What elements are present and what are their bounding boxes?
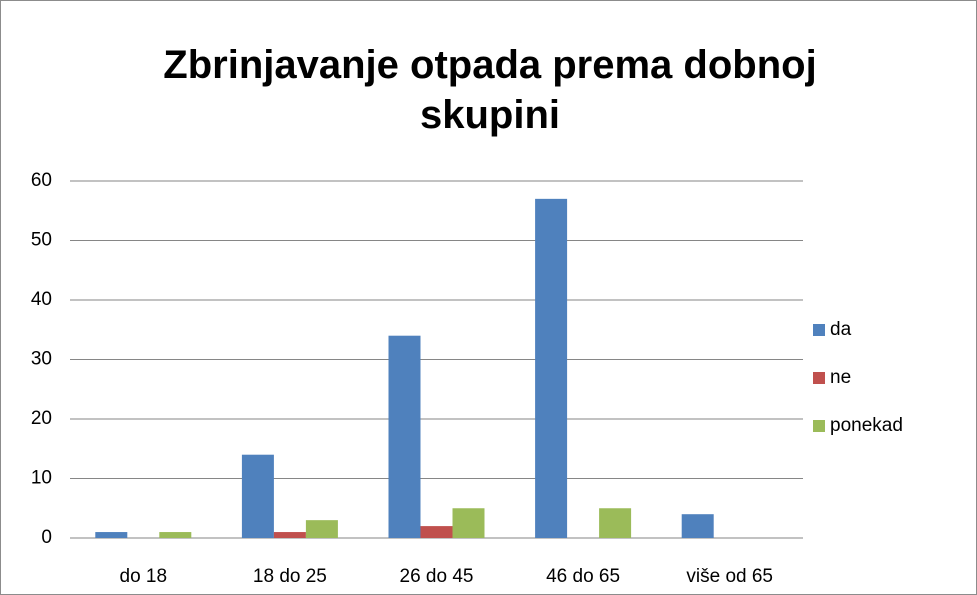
- legend-swatch: [813, 372, 825, 384]
- y-tick-label: 0: [41, 527, 52, 548]
- y-tick-label: 20: [31, 408, 52, 429]
- y-tick-label: 40: [31, 289, 52, 310]
- x-tick-label: 26 do 45: [400, 566, 474, 587]
- y-tick-label: 50: [31, 230, 52, 251]
- bar: [452, 508, 485, 538]
- bar: [159, 532, 192, 538]
- x-tick-label: 18 do 25: [253, 566, 327, 587]
- x-tick-label: više od 65: [686, 566, 773, 587]
- y-tick-label: 10: [31, 468, 52, 489]
- legend-swatch: [813, 324, 825, 336]
- legend-swatch: [813, 420, 825, 432]
- bar: [95, 532, 128, 538]
- y-tick-label: 30: [31, 349, 52, 370]
- y-tick-label: 60: [31, 170, 52, 191]
- bar: [420, 526, 453, 538]
- bar: [273, 532, 306, 538]
- legend-label: ponekad: [830, 415, 903, 436]
- legend-label: da: [830, 319, 852, 340]
- bar: [241, 454, 274, 538]
- bar: [388, 335, 421, 538]
- chart-title: Zbrinjavanje otpada prema dobnoj skupini: [163, 43, 817, 137]
- x-tick-label: do 18: [120, 566, 168, 587]
- x-tick-label: 46 do 65: [546, 566, 620, 587]
- bar: [535, 198, 568, 538]
- legend-label: ne: [830, 367, 851, 388]
- bar: [681, 514, 714, 538]
- bar: [305, 520, 338, 538]
- bar: [599, 508, 632, 538]
